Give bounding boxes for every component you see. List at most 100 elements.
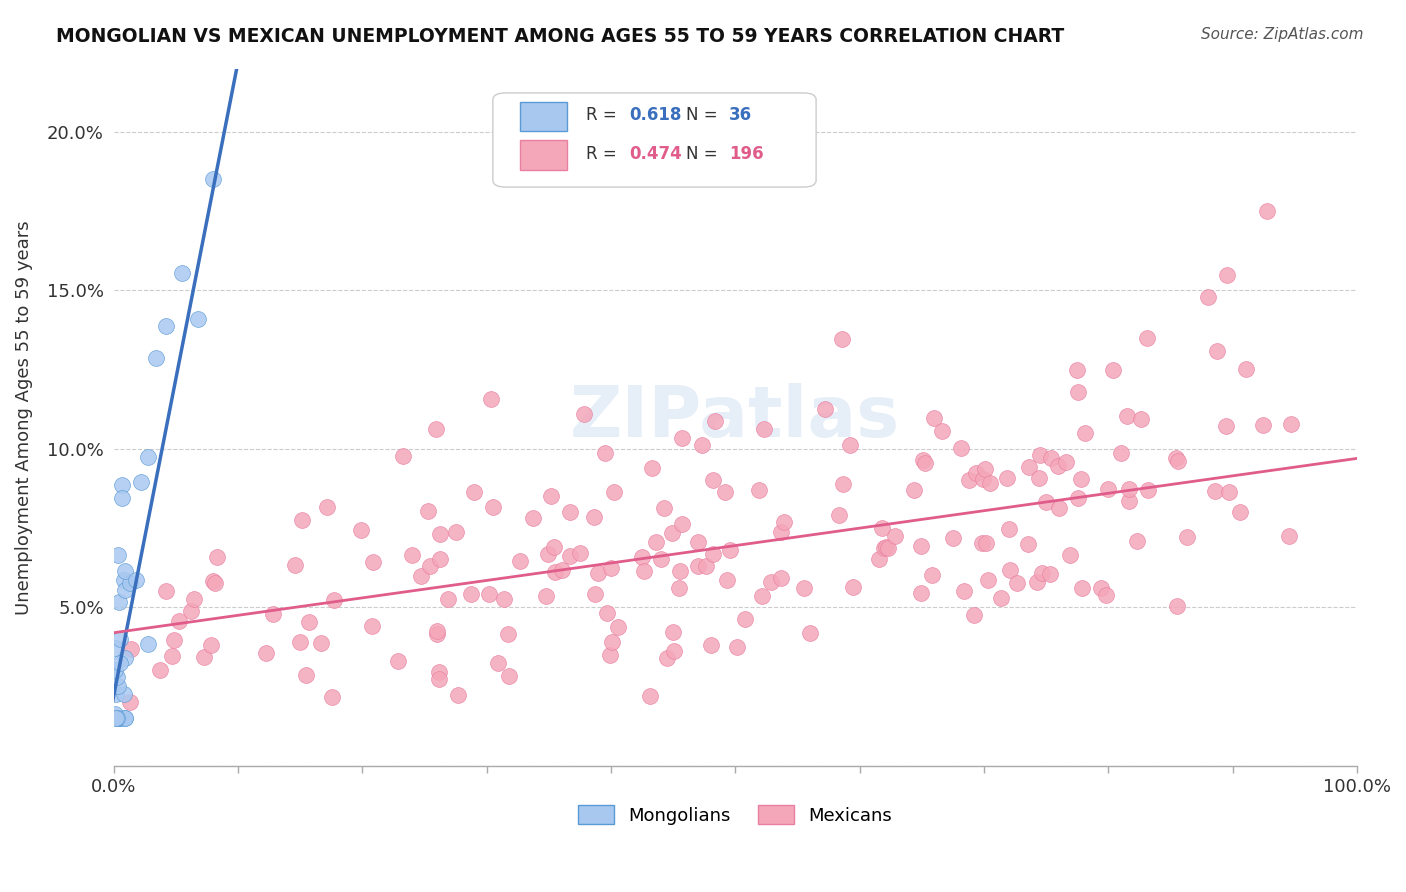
- Point: [183, 592, 205, 607]
- Point: [1070, 472, 1092, 486]
- Point: [560, 505, 582, 519]
- Point: [429, 527, 451, 541]
- Point: [903, 483, 925, 497]
- Point: [361, 555, 384, 569]
- Point: [138, 450, 160, 464]
- Point: [202, 172, 225, 186]
- Point: [1066, 491, 1088, 505]
- Point: [160, 649, 183, 664]
- Point: [107, 711, 129, 725]
- Point: [734, 612, 756, 626]
- Point: [931, 424, 953, 438]
- Point: [107, 711, 129, 725]
- Point: [254, 646, 277, 660]
- Point: [599, 561, 621, 575]
- Point: [120, 696, 142, 710]
- Point: [107, 548, 129, 562]
- Text: N =: N =: [686, 145, 723, 162]
- Point: [1279, 417, 1302, 431]
- Point: [1035, 495, 1057, 509]
- Y-axis label: Unemployment Among Ages 55 to 59 years: Unemployment Among Ages 55 to 59 years: [15, 220, 32, 615]
- Point: [120, 576, 142, 591]
- Text: 0.474: 0.474: [630, 145, 682, 162]
- Point: [114, 711, 136, 725]
- Point: [498, 668, 520, 682]
- Point: [155, 583, 177, 598]
- Point: [603, 484, 626, 499]
- Point: [486, 657, 509, 671]
- Point: [111, 477, 134, 491]
- Text: 196: 196: [730, 145, 763, 162]
- Point: [411, 569, 433, 583]
- Point: [686, 559, 709, 574]
- Point: [873, 541, 896, 555]
- Point: [149, 663, 172, 677]
- Point: [522, 511, 544, 525]
- Point: [1090, 581, 1112, 595]
- Point: [671, 431, 693, 445]
- Point: [1197, 290, 1219, 304]
- Point: [416, 504, 439, 518]
- Point: [204, 575, 226, 590]
- Point: [509, 554, 531, 568]
- Point: [1167, 454, 1189, 468]
- Point: [842, 580, 865, 594]
- Point: [875, 540, 897, 554]
- Point: [426, 627, 449, 641]
- FancyBboxPatch shape: [520, 102, 568, 131]
- Point: [922, 410, 945, 425]
- Point: [163, 633, 186, 648]
- Point: [193, 650, 215, 665]
- Point: [838, 438, 860, 452]
- Point: [1000, 563, 1022, 577]
- Point: [595, 606, 617, 620]
- Point: [910, 585, 932, 599]
- Point: [974, 462, 997, 476]
- Point: [429, 551, 451, 566]
- Point: [957, 473, 980, 487]
- Point: [460, 587, 482, 601]
- Point: [419, 558, 441, 573]
- Point: [979, 476, 1001, 491]
- Point: [671, 516, 693, 531]
- Point: [716, 573, 738, 587]
- Point: [104, 711, 127, 725]
- Point: [478, 586, 501, 600]
- Point: [965, 466, 987, 480]
- FancyBboxPatch shape: [520, 140, 568, 169]
- Point: [290, 635, 312, 649]
- Point: [1118, 482, 1140, 496]
- Point: [1166, 599, 1188, 614]
- Point: [536, 590, 558, 604]
- Point: [702, 547, 724, 561]
- Point: [401, 548, 423, 562]
- Point: [180, 604, 202, 618]
- Point: [1136, 331, 1159, 345]
- Point: [870, 521, 893, 535]
- Point: [1229, 505, 1251, 519]
- Point: [104, 640, 127, 655]
- Point: [447, 688, 470, 702]
- Point: [1026, 575, 1049, 590]
- Point: [1047, 500, 1070, 515]
- Point: [110, 711, 132, 725]
- Point: [962, 608, 984, 623]
- Point: [690, 438, 713, 452]
- Point: [1116, 409, 1139, 424]
- Point: [145, 351, 167, 366]
- Point: [599, 648, 621, 662]
- Point: [136, 637, 159, 651]
- Point: [751, 589, 773, 603]
- Point: [970, 536, 993, 550]
- Point: [110, 657, 132, 671]
- Point: [911, 453, 934, 467]
- Point: [1029, 448, 1052, 462]
- Point: [481, 500, 503, 514]
- Point: [544, 565, 567, 579]
- Point: [315, 500, 337, 514]
- Point: [361, 618, 384, 632]
- Point: [425, 422, 447, 436]
- Point: [914, 456, 936, 470]
- Point: [108, 632, 131, 646]
- Point: [262, 607, 284, 621]
